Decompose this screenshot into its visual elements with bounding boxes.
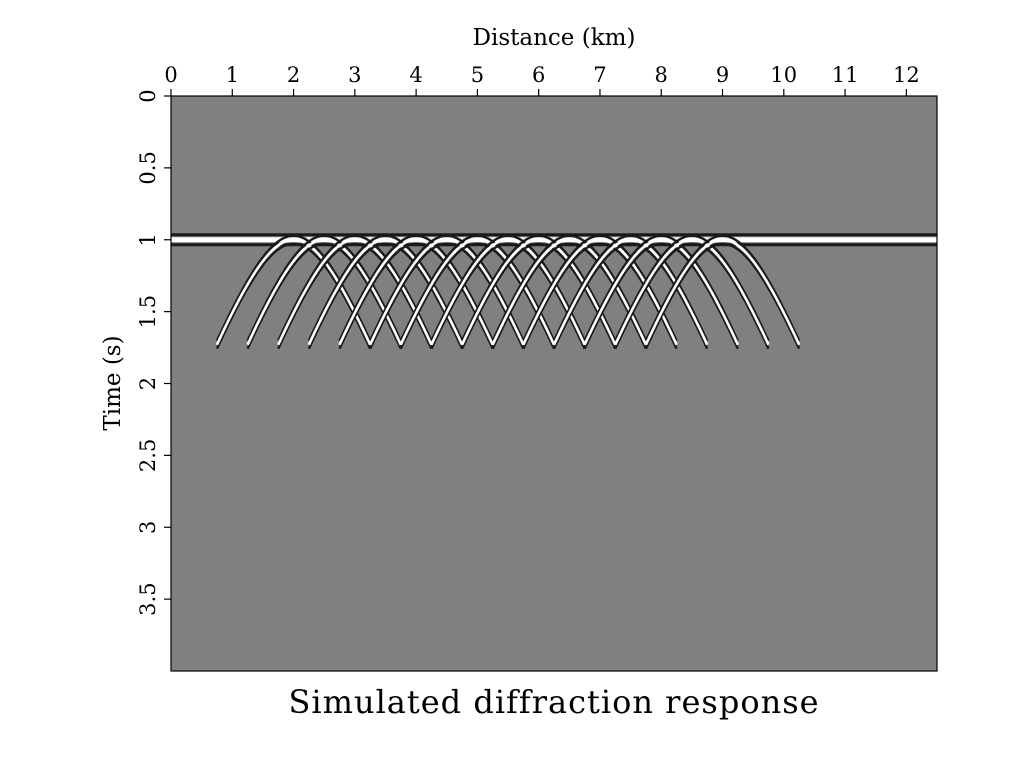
- hyperbola-trough-bottom: [522, 242, 678, 350]
- diffraction-hyperbola: [277, 234, 433, 350]
- diffraction-hyperbola: [552, 234, 709, 350]
- x-axis: 0 1 2 3 4 5 6 7 8 9 10 11 12: [164, 63, 920, 96]
- x-tick-label: 2: [287, 63, 300, 87]
- x-tick-label: 5: [471, 63, 484, 87]
- diffraction-hyperbola: [583, 234, 740, 350]
- hyperbola-peak: [246, 238, 402, 346]
- hyperbola-trough-bottom: [215, 242, 372, 350]
- y-tick-label: 3: [136, 521, 160, 534]
- diffraction-hyperbola: [338, 234, 494, 350]
- x-tick-label: 0: [164, 63, 177, 87]
- y-tick-label: 2: [136, 377, 160, 390]
- diffraction-hyperbola: [307, 234, 464, 350]
- hyperbola-trough-bottom: [430, 242, 586, 350]
- hyperbola-peak: [614, 238, 770, 346]
- hyperbola-trough-top: [491, 234, 648, 342]
- hyperbola-peak: [307, 238, 464, 346]
- x-tick-label: 11: [832, 63, 859, 87]
- hyperbola-trough-bottom: [460, 242, 617, 350]
- diffraction-hyperbola: [215, 234, 372, 350]
- hyperbola-trough-top: [215, 234, 372, 342]
- hyperbola-trough-bottom: [644, 242, 801, 350]
- hyperbola-trough-top: [522, 234, 678, 342]
- x-tick-label: 6: [532, 63, 545, 87]
- x-tick-label: 3: [348, 63, 361, 87]
- x-axis-title: Distance (km): [473, 25, 636, 51]
- x-tick-label: 7: [593, 63, 606, 87]
- diffraction-hyperbola: [368, 234, 525, 350]
- hyperbola-trough-bottom: [338, 242, 494, 350]
- plot-background: [171, 96, 937, 671]
- x-tick-label: 9: [716, 63, 729, 87]
- hyperbola-trough-top: [552, 234, 709, 342]
- chart-title: Simulated diffraction response: [288, 683, 819, 721]
- hyperbola-trough-bottom: [369, 242, 525, 350]
- y-tick-label: 2.5: [136, 439, 160, 472]
- y-tick-label: 0.5: [136, 151, 160, 184]
- hyperbola-trough-top: [583, 234, 739, 342]
- diffraction-hyperbola: [399, 234, 556, 350]
- hyperbola-peak: [644, 238, 801, 346]
- diffraction-hyperbola: [460, 234, 617, 350]
- hyperbola-trough-top: [307, 234, 464, 342]
- hyperbola-trough-bottom: [614, 242, 770, 350]
- hyperbola-peak: [430, 238, 586, 346]
- y-tick-label: 0: [136, 89, 160, 102]
- hyperbola-trough-top: [614, 234, 770, 342]
- hyperbola-trough-top: [430, 234, 586, 342]
- hyperbola-peak: [399, 238, 556, 346]
- hyperbola-trough-top: [369, 234, 525, 342]
- hyperbola-peak: [491, 238, 648, 346]
- hyperbola-trough-bottom: [583, 242, 739, 350]
- diffraction-hyperbola: [522, 234, 678, 350]
- x-tick-label: 1: [226, 63, 239, 87]
- x-tick-label: 10: [770, 63, 797, 87]
- hyperbola-peak: [460, 238, 617, 346]
- hyperbola-peak: [277, 238, 433, 346]
- hyperbola-trough-bottom: [552, 242, 709, 350]
- x-tick-label: 12: [893, 63, 920, 87]
- diffraction-hyperbola: [614, 234, 770, 350]
- hyperbola-peak: [215, 238, 372, 346]
- x-tick-label: 8: [655, 63, 668, 87]
- diffraction-hyperbola: [491, 234, 648, 350]
- hyperbola-trough-bottom: [277, 242, 433, 350]
- seismic-events: [171, 233, 937, 350]
- hyperbola-peak: [552, 238, 709, 346]
- diffraction-hyperbola: [644, 234, 801, 350]
- hyperbola-trough-bottom: [491, 242, 648, 350]
- hyperbola-trough-bottom: [399, 242, 556, 350]
- hyperbola-trough-top: [644, 234, 801, 342]
- hyperbola-peak: [522, 238, 678, 346]
- y-tick-label: 3.5: [136, 582, 160, 615]
- hyperbola-peak: [583, 238, 740, 346]
- hyperbola-trough-bottom: [246, 242, 402, 350]
- diffraction-hyperbola: [430, 234, 586, 350]
- diffraction-hyperbola: [246, 234, 402, 350]
- hyperbola-trough-top: [246, 234, 402, 342]
- y-tick-label: 1: [136, 233, 160, 246]
- y-axis: 0 0.5 1 1.5 2 2.5 3 3.5: [136, 89, 171, 616]
- hyperbola-peak: [368, 238, 525, 346]
- y-axis-title: Time (s): [100, 335, 126, 430]
- hyperbola-trough-top: [338, 234, 494, 342]
- hyperbola-trough-top: [460, 234, 617, 342]
- hyperbola-trough-top: [399, 234, 556, 342]
- hyperbola-trough-top: [277, 234, 433, 342]
- hyperbola-trough-bottom: [307, 242, 464, 350]
- y-tick-label: 1.5: [136, 295, 160, 328]
- hyperbola-peak: [338, 238, 494, 346]
- x-tick-label: 4: [409, 63, 422, 87]
